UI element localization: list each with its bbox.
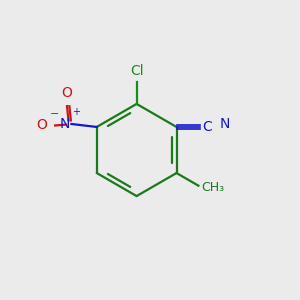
Text: C: C	[203, 120, 212, 134]
Text: Cl: Cl	[130, 64, 143, 78]
Text: N: N	[60, 117, 70, 131]
Text: CH₃: CH₃	[201, 181, 224, 194]
Text: +: +	[72, 107, 80, 118]
Text: O: O	[36, 118, 47, 133]
Text: N: N	[220, 117, 230, 131]
Text: −: −	[50, 109, 59, 119]
Text: O: O	[61, 85, 72, 100]
